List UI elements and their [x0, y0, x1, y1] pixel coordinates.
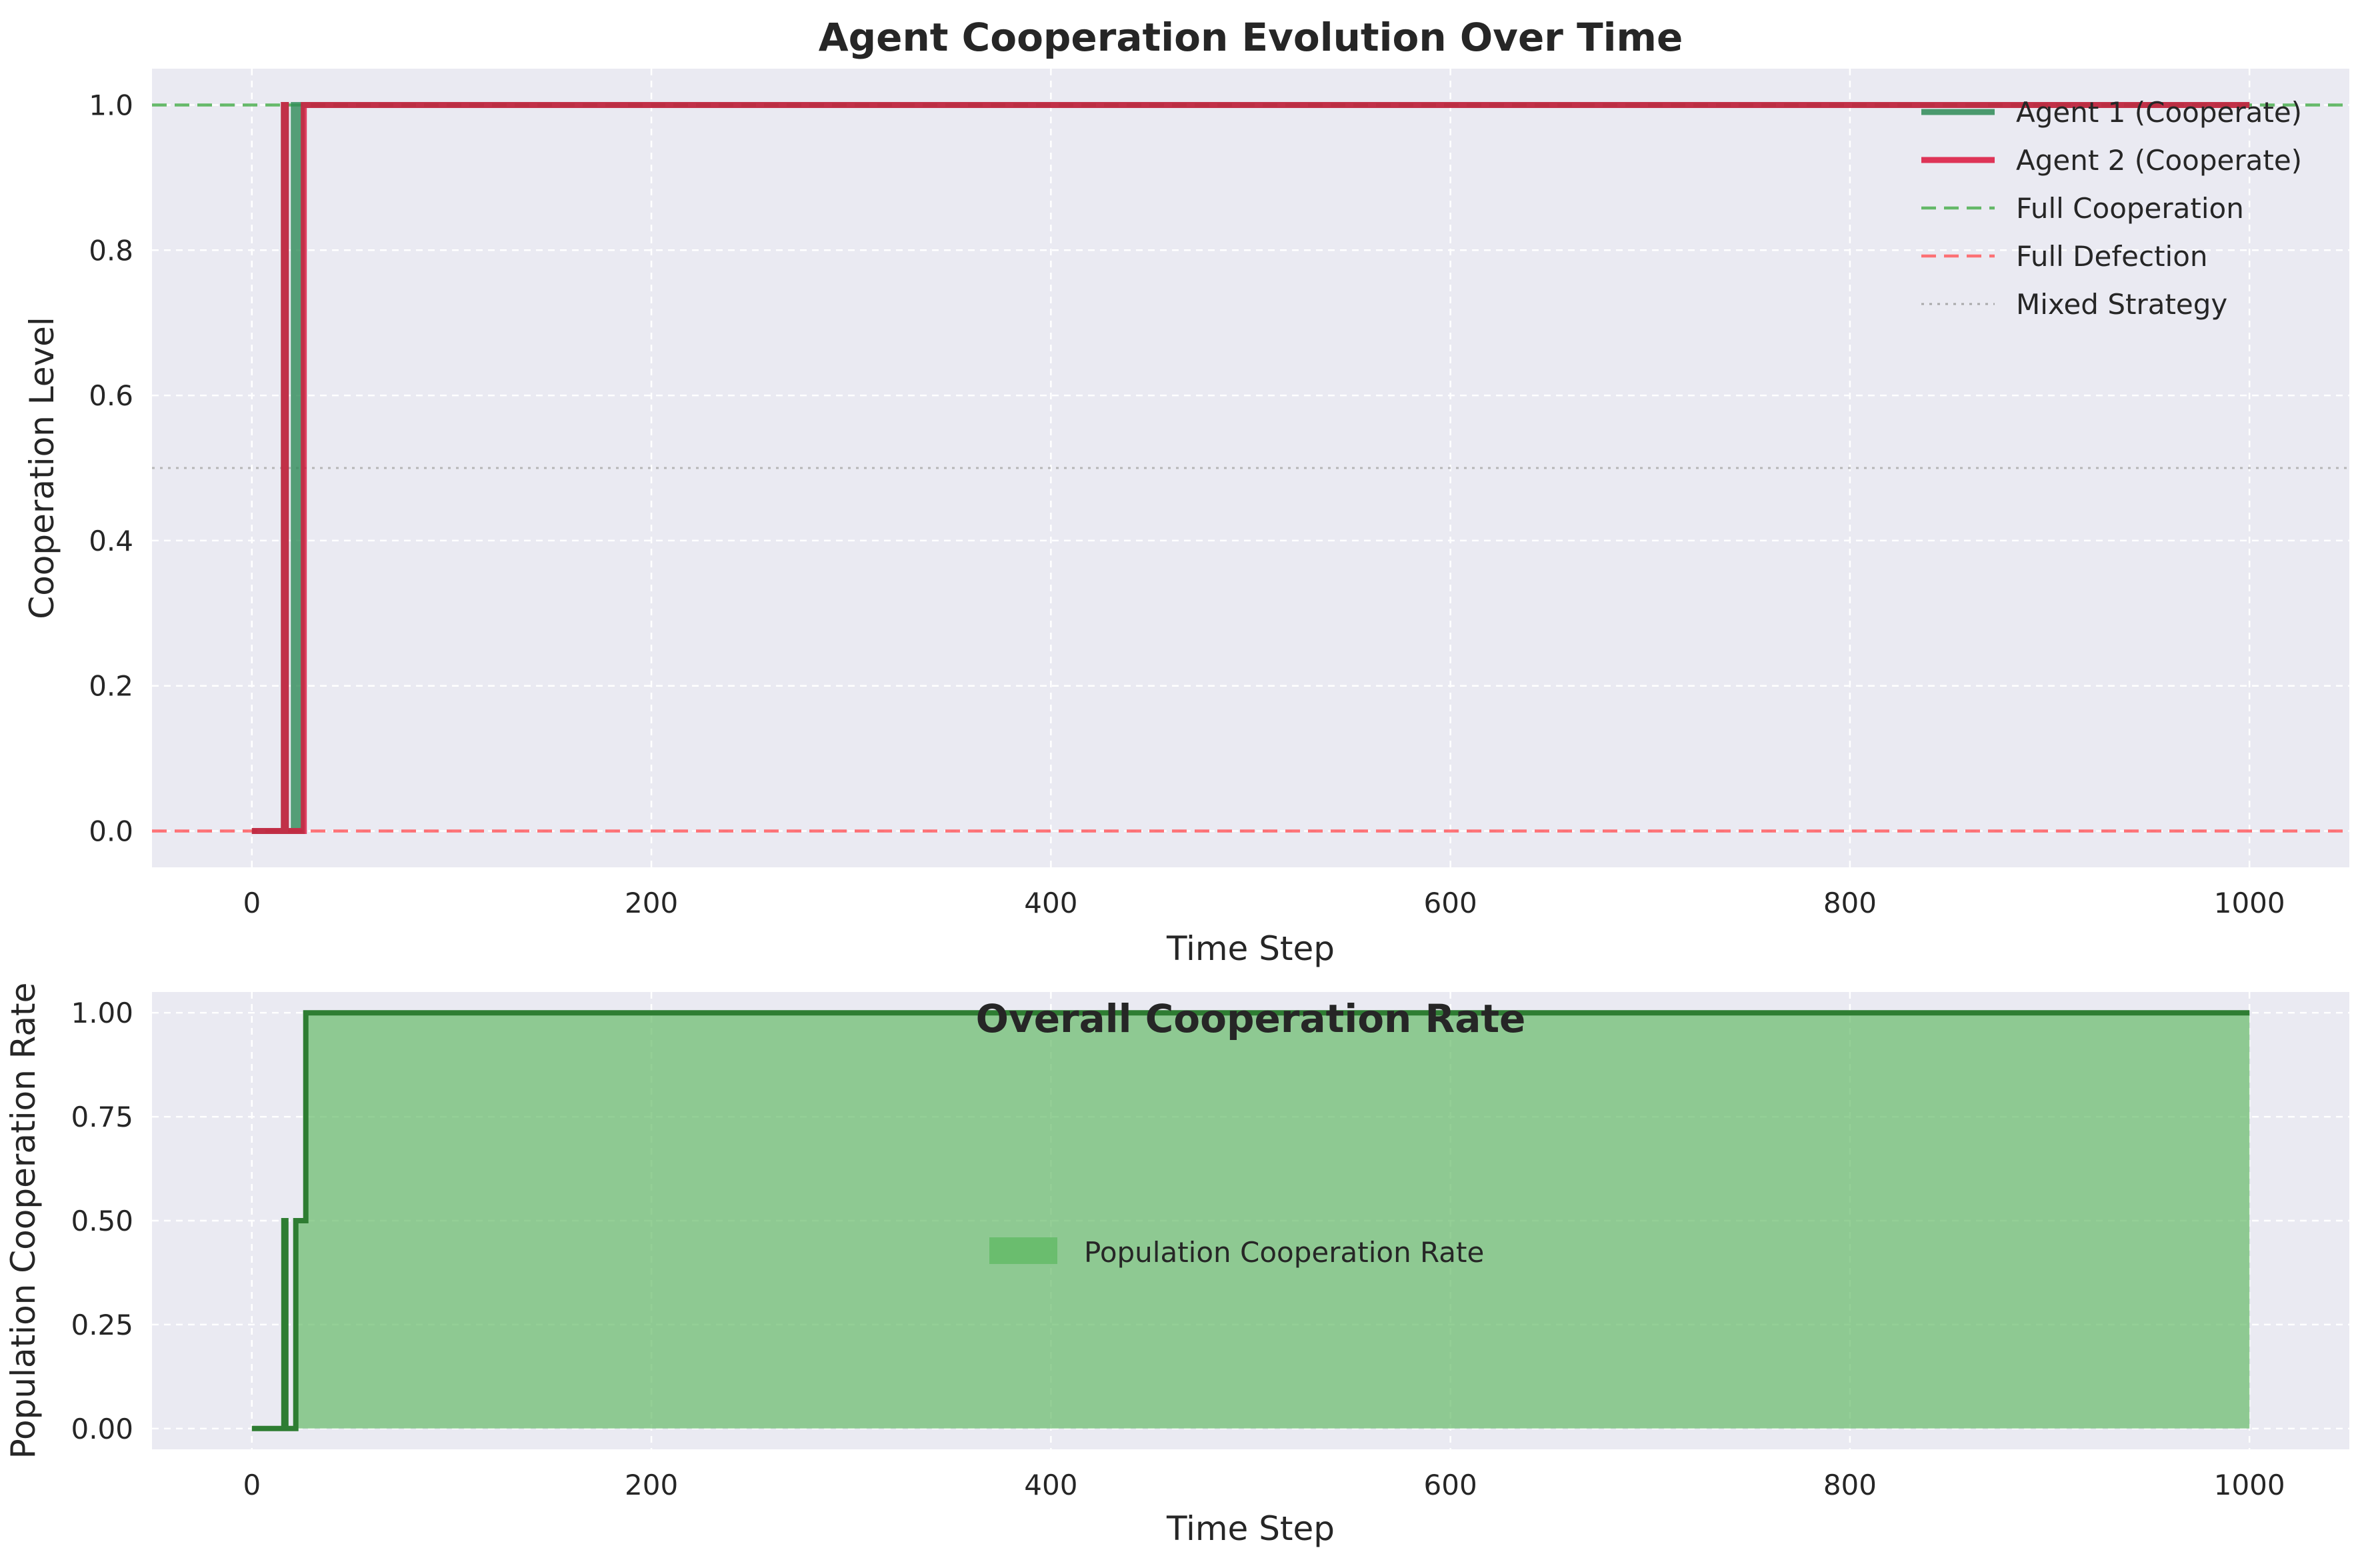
y-axis-label: Population Cooperation Rate	[4, 983, 43, 1459]
series-lines	[251, 102, 2250, 834]
y-tick-label: 0.50	[71, 1205, 133, 1237]
legend-label: Agent 1 (Cooperate)	[2016, 96, 2302, 129]
legend-swatch	[989, 1237, 1057, 1264]
legend-label: Full Defection	[2016, 240, 2208, 273]
chart-title: Overall Cooperation Rate	[976, 996, 1526, 1041]
series-area	[251, 1010, 2250, 1431]
cooperation-evolution-chart: 0 200 400 600 800 1000 0.0 0.2 0.4 0.6 0.8 1.0 Age…	[23, 15, 2349, 968]
legend-label: Full Cooperation	[2016, 192, 2244, 225]
series-area-fill	[251, 1013, 2250, 1429]
y-tick-label: 1.00	[71, 997, 133, 1029]
y-tick-label: 0.00	[71, 1413, 133, 1445]
series-line	[251, 1010, 2250, 1431]
legend: Population Cooperation Rate	[989, 1236, 1484, 1269]
y-tick-label: 0.75	[71, 1101, 133, 1133]
y-tick-labels: 0.00 0.25 0.50 0.75 1.00	[71, 997, 133, 1445]
y-tick-label: 1.0	[89, 89, 133, 121]
x-tick-label: 600	[1424, 1469, 1477, 1501]
y-tick-label: 0.6	[89, 379, 133, 412]
y-tick-label: 0.25	[71, 1309, 133, 1341]
chart-title: Agent Cooperation Evolution Over Time	[819, 15, 1683, 60]
x-tick-label: 200	[625, 1469, 678, 1501]
x-tick-label: 400	[1024, 1469, 1077, 1501]
y-tick-labels: 0.0 0.2 0.4 0.6 0.8 1.0	[89, 89, 133, 847]
x-tick-label: 0	[243, 1469, 261, 1501]
y-tick-label: 0.0	[89, 815, 133, 848]
legend: Agent 1 (Cooperate) Agent 2 (Cooperate) Fu…	[1921, 96, 2302, 321]
x-tick-label: 1000	[2214, 887, 2285, 919]
x-tick-label: 400	[1024, 887, 1077, 919]
x-tick-label: 200	[625, 887, 678, 919]
y-tick-label: 0.2	[89, 670, 133, 703]
x-tick-label: 800	[1823, 887, 1877, 919]
x-tick-labels: 0 200 400 600 800 1000	[243, 887, 2285, 919]
y-tick-label: 0.4	[89, 525, 133, 557]
x-axis-label: Time Step	[1166, 929, 1335, 968]
overall-cooperation-rate-chart: 0 200 400 600 800 1000 0.00 0.25 0.50 0.75 1.00 O…	[4, 983, 2349, 1548]
x-tick-label: 800	[1823, 1469, 1877, 1501]
x-tick-label: 600	[1424, 887, 1477, 919]
y-tick-label: 0.8	[89, 234, 133, 267]
legend-label: Agent 2 (Cooperate)	[2016, 144, 2302, 177]
x-tick-label: 0	[243, 887, 261, 919]
y-axis-label: Cooperation Level	[23, 317, 61, 619]
legend-label: Population Cooperation Rate	[1084, 1236, 1484, 1269]
x-axis-label: Time Step	[1166, 1509, 1335, 1548]
x-tick-label: 1000	[2214, 1469, 2285, 1501]
legend-label: Mixed Strategy	[2016, 288, 2227, 321]
series-line	[251, 102, 2250, 834]
x-tick-labels: 0 200 400 600 800 1000	[243, 1469, 2285, 1501]
